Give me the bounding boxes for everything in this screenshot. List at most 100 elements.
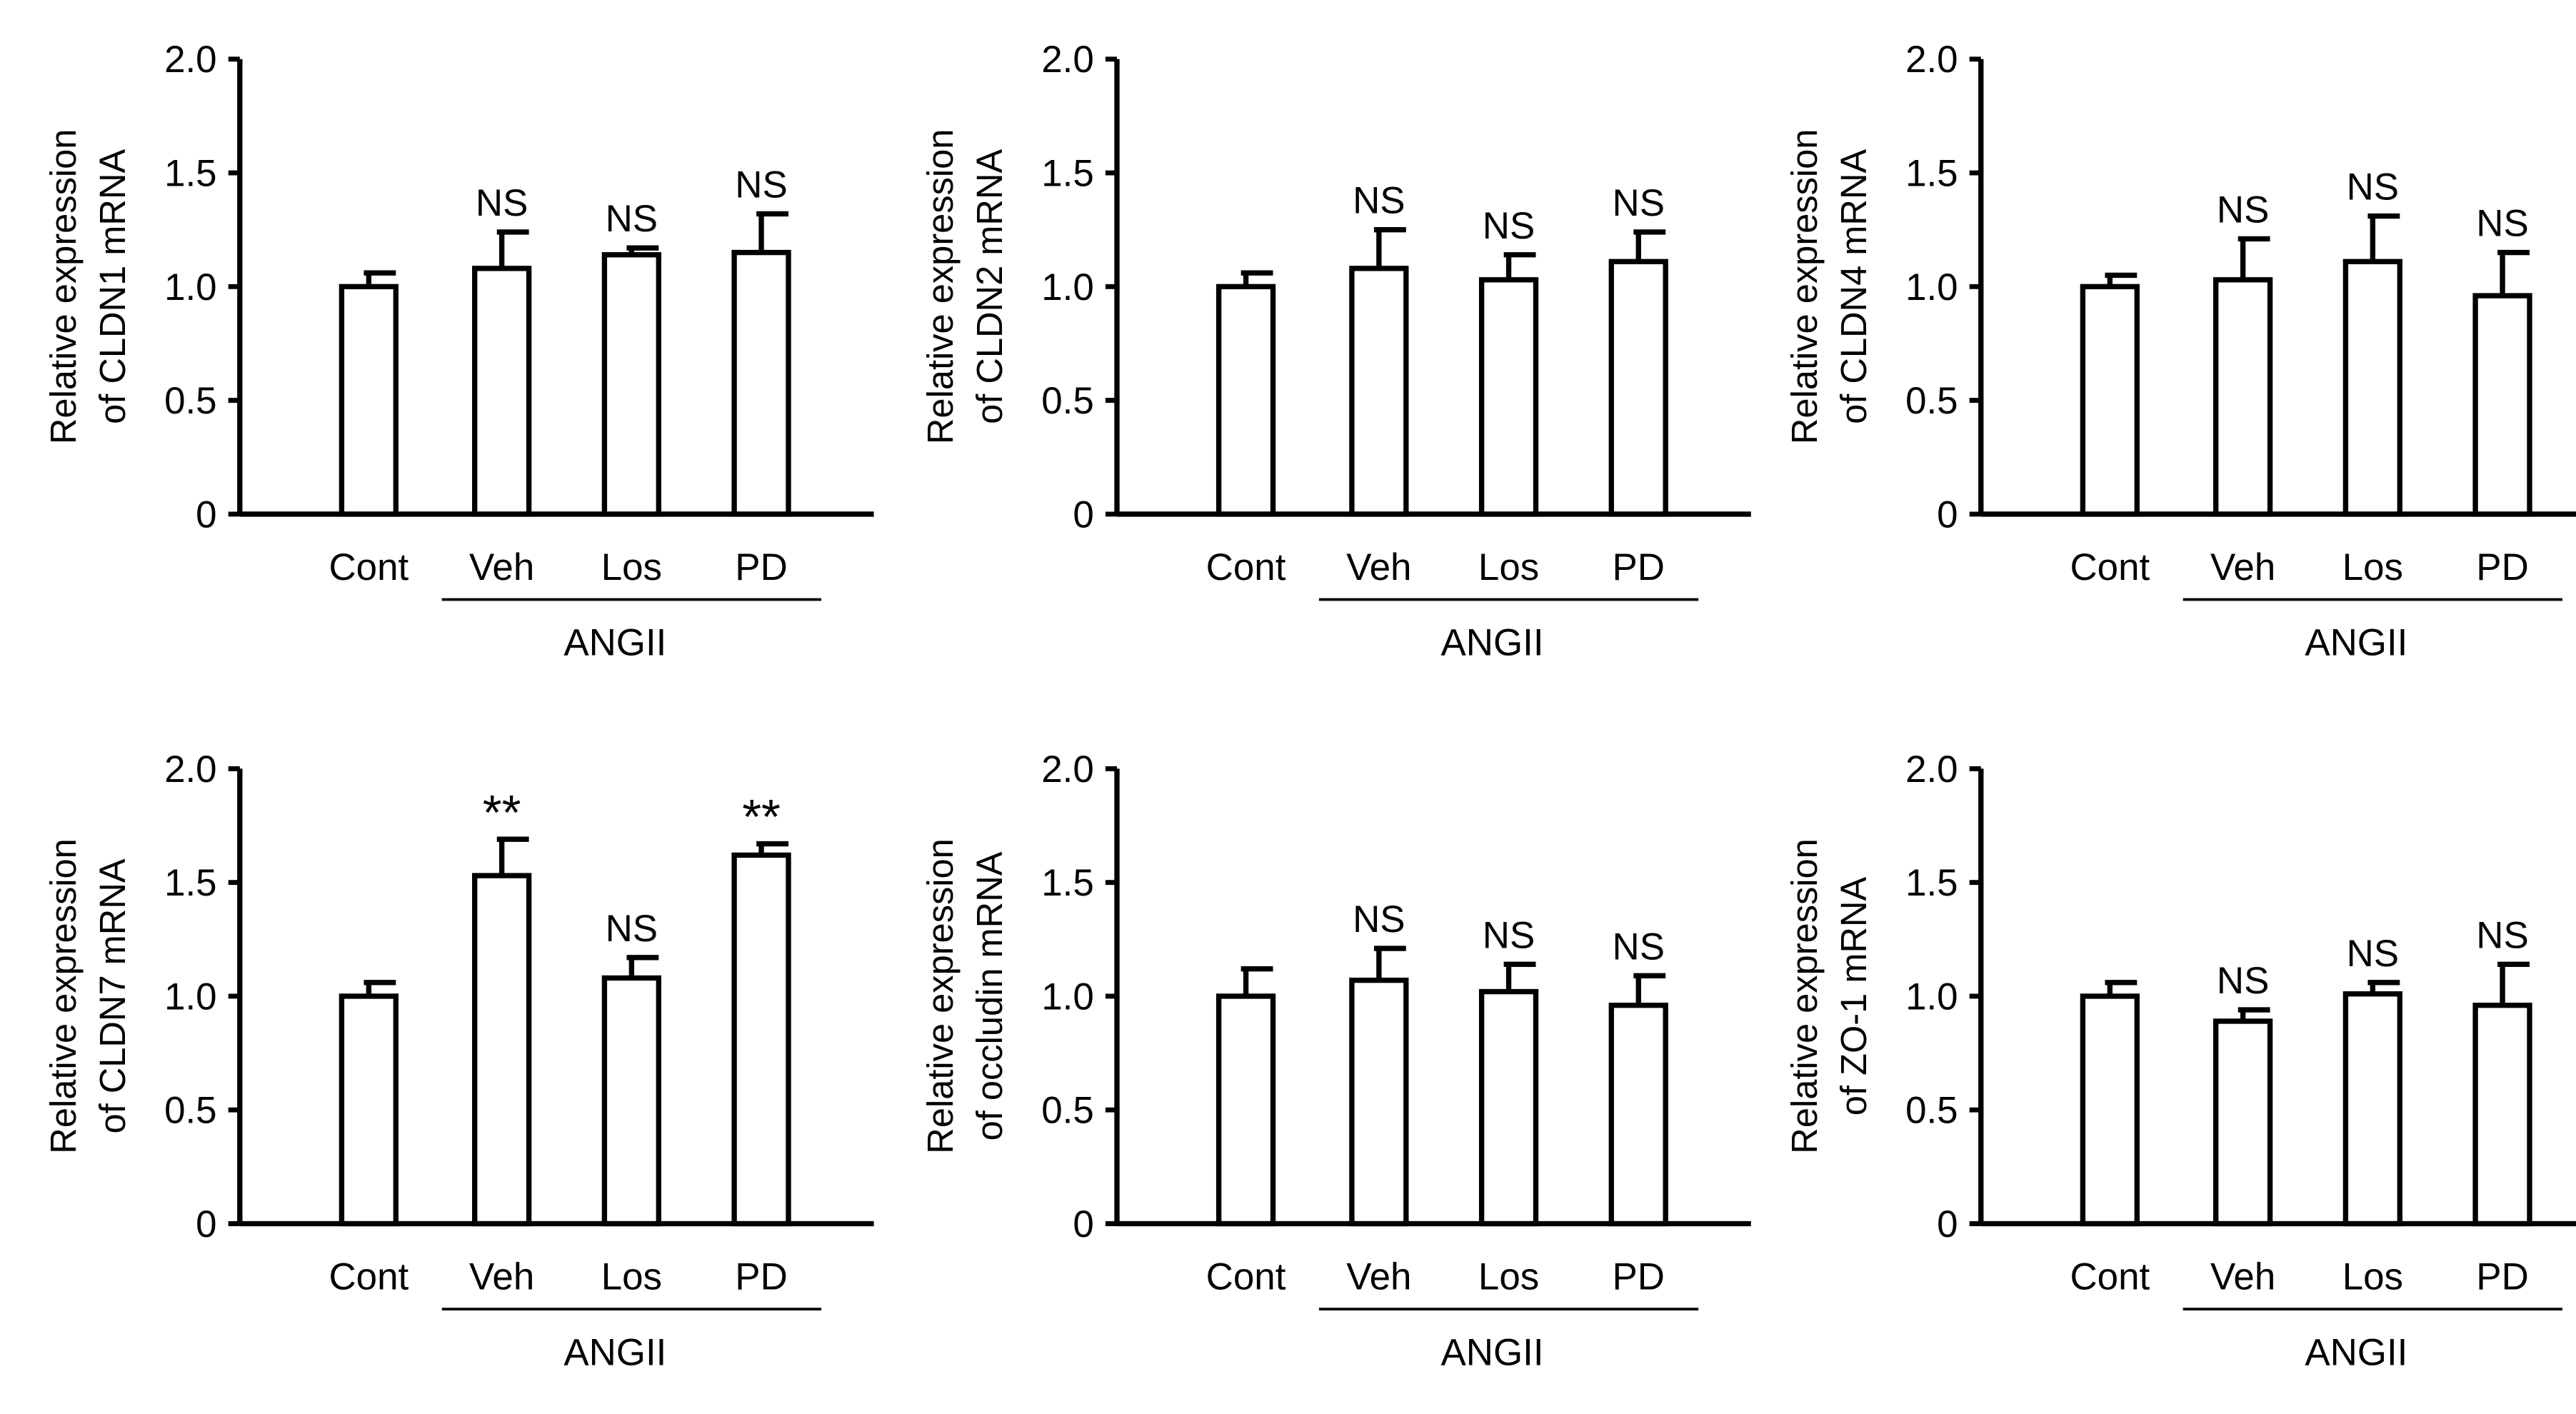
bar-los xyxy=(2342,991,2402,1227)
y-axis-label-line: Relative expression xyxy=(1784,129,1825,445)
category-label-cont: Cont xyxy=(1206,546,1286,588)
significance-label: NS xyxy=(606,908,658,950)
bar-los xyxy=(1478,277,1539,517)
y-axis-label-line: of CLDN1 mRNA xyxy=(92,149,133,424)
y-tick-label: 0 xyxy=(1073,493,1093,536)
y-tick-label: 0.5 xyxy=(1041,1090,1094,1132)
group-label: ANGII xyxy=(2305,622,2407,664)
y-tick-label: 0.5 xyxy=(1905,380,1958,422)
bar-los xyxy=(2342,259,2402,517)
category-label-veh: Veh xyxy=(1346,1256,1411,1298)
significance-label: NS xyxy=(1483,205,1535,247)
bar-los xyxy=(1478,988,1539,1227)
bar-veh xyxy=(2213,1018,2273,1227)
group-label: ANGII xyxy=(563,1331,666,1373)
y-tick-label: 0.5 xyxy=(164,380,217,422)
bar-pd xyxy=(731,249,791,517)
panel-3: 0 0.5 1.0 1.5 2.0 Relative expression of CLDN4… xyxy=(1784,39,2576,664)
bar-cont xyxy=(339,993,399,1227)
group-label: ANGII xyxy=(563,622,666,664)
bar-pd xyxy=(2472,1003,2532,1227)
bar-pd xyxy=(1608,259,1668,517)
panel-1: 0 0.5 1.0 1.5 2.0 Relative expression of CLDN1… xyxy=(43,39,874,664)
significance-label: NS xyxy=(1483,914,1535,956)
group-label: ANGII xyxy=(2305,1331,2407,1373)
group-label: ANGII xyxy=(1441,622,1544,664)
category-label-cont: Cont xyxy=(1206,1256,1286,1298)
significance-label: NS xyxy=(735,164,787,206)
bar-cont xyxy=(1216,993,1276,1227)
category-label-los: Los xyxy=(2342,546,2403,588)
category-label-veh: Veh xyxy=(2210,1256,2275,1298)
y-tick-label: 2.0 xyxy=(1041,39,1094,81)
category-label-los: Los xyxy=(601,546,662,588)
category-label-pd: PD xyxy=(735,546,787,588)
significance-label: NS xyxy=(1353,180,1405,222)
y-tick-label: 1.5 xyxy=(1041,152,1094,194)
significance-label: NS xyxy=(2217,960,2269,1002)
y-tick-label: 0.5 xyxy=(1905,1090,1958,1132)
y-tick-label: 0 xyxy=(1937,493,1958,536)
bar-cont xyxy=(339,284,399,517)
y-axis-label-line: Relative expression xyxy=(43,838,84,1154)
panel-5: 0 0.5 1.0 1.5 2.0 Relative expression of occlu… xyxy=(920,748,1751,1373)
significance-label: ** xyxy=(483,785,521,840)
y-axis-label: Relative expression of ZO-1 mRNA xyxy=(1784,838,1874,1154)
category-label-veh: Veh xyxy=(2210,546,2275,588)
significance-label: NS xyxy=(2476,203,2528,245)
y-tick-label: 1.5 xyxy=(1041,862,1094,904)
y-tick-label: 1.5 xyxy=(1905,862,1958,904)
panel-6: 0 0.5 1.0 1.5 2.0 Relative expression of ZO-1 … xyxy=(1784,748,2576,1373)
category-label-los: Los xyxy=(1478,1256,1539,1298)
significance-label: NS xyxy=(476,182,528,224)
y-tick-label: 0 xyxy=(196,1203,216,1245)
significance-label: ** xyxy=(742,790,781,845)
significance-label: NS xyxy=(2347,166,2399,209)
bar-veh xyxy=(472,266,532,517)
y-tick-label: 0.5 xyxy=(1041,380,1094,422)
y-axis-label-line: of CLDN2 mRNA xyxy=(969,149,1010,424)
bar-veh xyxy=(1349,977,1409,1227)
significance-label: NS xyxy=(1613,926,1665,968)
y-tick-label: 0 xyxy=(1937,1203,1958,1245)
y-axis-label: Relative expression of CLDN1 mRNA xyxy=(43,129,133,445)
category-label-pd: PD xyxy=(2476,1256,2528,1298)
y-axis-label: Relative expression of occludin mRNA xyxy=(920,838,1010,1154)
y-tick-label: 1.0 xyxy=(1041,266,1094,309)
y-axis-label-line: Relative expression xyxy=(43,129,84,445)
significance-label: NS xyxy=(606,198,658,240)
category-label-cont: Cont xyxy=(329,546,409,588)
y-tick-label: 1.0 xyxy=(1041,976,1094,1018)
y-tick-label: 2.0 xyxy=(164,39,217,81)
y-axis-label: Relative expression of CLDN7 mRNA xyxy=(43,838,133,1154)
bar-pd xyxy=(2472,293,2532,517)
category-label-los: Los xyxy=(2342,1256,2403,1298)
category-label-pd: PD xyxy=(2476,546,2528,588)
significance-label: NS xyxy=(2476,914,2528,956)
group-label: ANGII xyxy=(1441,1331,1544,1373)
y-tick-label: 2.0 xyxy=(1905,748,1958,791)
bar-veh xyxy=(2213,277,2273,517)
bar-cont xyxy=(2080,284,2140,517)
y-axis-label-line: of ZO-1 mRNA xyxy=(1833,876,1874,1115)
y-axis-label-line: of occludin mRNA xyxy=(969,851,1010,1140)
y-axis-label: Relative expression of CLDN2 mRNA xyxy=(920,129,1010,445)
y-axis-label-line: of CLDN7 mRNA xyxy=(92,858,133,1133)
bar-los xyxy=(601,252,661,517)
category-label-pd: PD xyxy=(1613,546,1665,588)
category-label-los: Los xyxy=(601,1256,662,1298)
y-tick-label: 0.5 xyxy=(164,1090,217,1132)
bar-pd xyxy=(731,852,791,1227)
panel-2: 0 0.5 1.0 1.5 2.0 Relative expression of CLDN2… xyxy=(920,39,1751,664)
y-tick-label: 0 xyxy=(196,493,216,536)
bar-cont xyxy=(1216,284,1276,517)
bar-cont xyxy=(2080,993,2140,1227)
significance-label: NS xyxy=(1613,182,1665,224)
bar-los xyxy=(601,975,661,1227)
category-label-veh: Veh xyxy=(469,1256,534,1298)
panel-4: 0 0.5 1.0 1.5 2.0 Relative expression of CLDN7… xyxy=(43,748,874,1373)
category-label-cont: Cont xyxy=(329,1256,409,1298)
y-tick-label: 1.5 xyxy=(1905,152,1958,194)
